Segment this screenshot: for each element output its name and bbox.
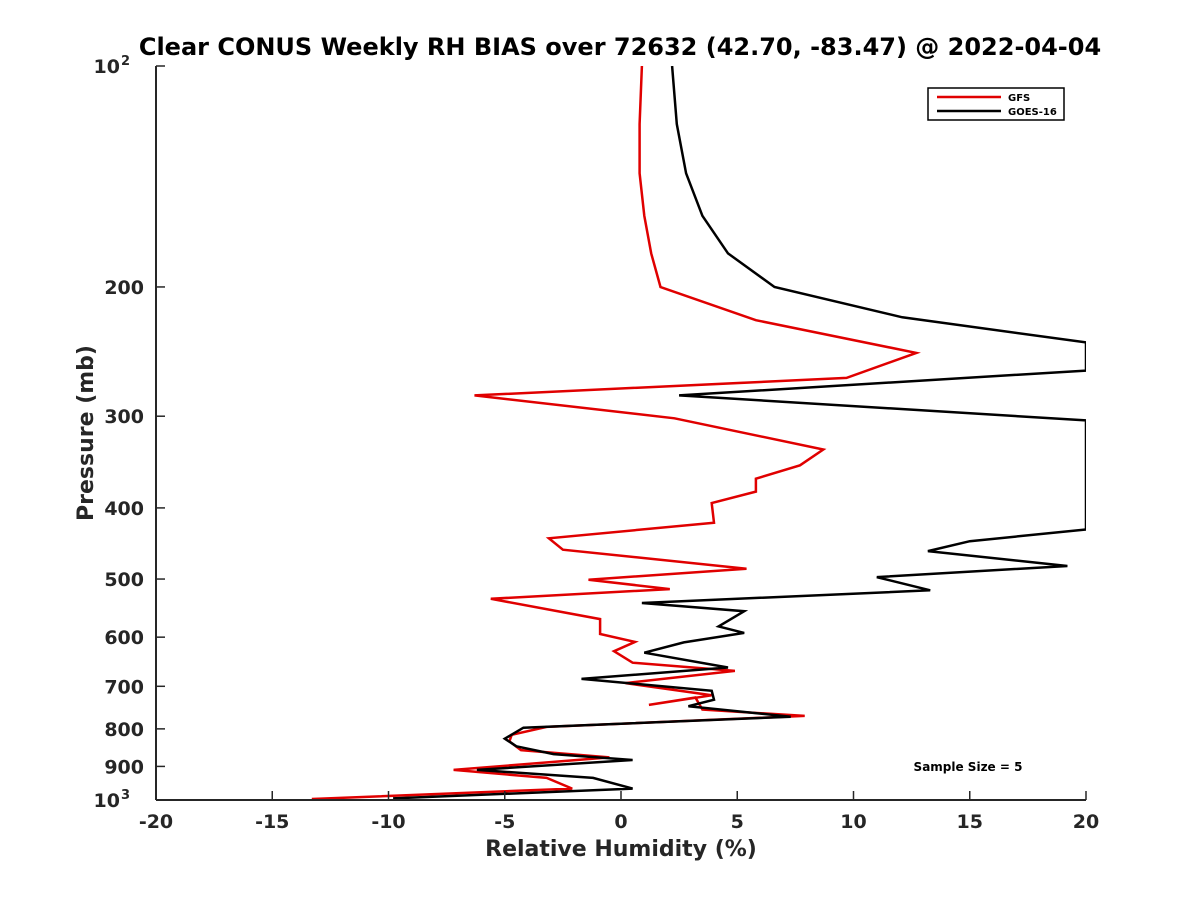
- x-tick-label: 0: [614, 811, 627, 833]
- sample-size-annotation: Sample Size = 5: [914, 760, 1023, 774]
- series-line-gfs: [311, 66, 921, 800]
- y-tick-label: 900: [104, 756, 144, 778]
- series-line-goes16: [393, 66, 1086, 800]
- y-tick-label: 300: [104, 406, 144, 428]
- x-tick-label: 5: [731, 811, 744, 833]
- legend-label-gfs: GFS: [1008, 93, 1030, 104]
- legend: GFS GOES-16: [927, 87, 1065, 121]
- x-tick-label: 10: [840, 811, 866, 833]
- x-tick-label: 15: [957, 811, 983, 833]
- x-tick-label: 20: [1073, 811, 1099, 833]
- x-tick-label: -15: [255, 811, 289, 833]
- y-tick-label: 200: [104, 277, 144, 299]
- y-tick-label: 400: [104, 498, 144, 520]
- y-tick-exponent: 3: [121, 788, 130, 803]
- legend-label-goes16: GOES-16: [1008, 107, 1057, 118]
- x-tick-label: -5: [494, 811, 515, 833]
- series-lines: [311, 66, 1086, 800]
- legend-box: [927, 87, 1065, 121]
- x-tick-label: -10: [371, 811, 405, 833]
- y-tick-label: 700: [104, 676, 144, 698]
- y-axis-label: Pressure (mb): [74, 345, 99, 521]
- y-tick-label: 10: [94, 56, 120, 78]
- x-axis-ticks: -20 -15 -10 -5 0 5 10 15 20: [139, 791, 1099, 833]
- y-tick-label: 500: [104, 569, 144, 591]
- y-tick-label: 800: [104, 719, 144, 741]
- chart-title: Clear CONUS Weekly RH BIAS over 72632 (4…: [139, 33, 1101, 61]
- y-tick-exponent: 2: [121, 54, 130, 69]
- x-tick-label: -20: [139, 811, 173, 833]
- x-axis-label: Relative Humidity (%): [485, 837, 757, 862]
- y-tick-label: 10: [94, 790, 120, 812]
- y-tick-label: 600: [104, 627, 144, 649]
